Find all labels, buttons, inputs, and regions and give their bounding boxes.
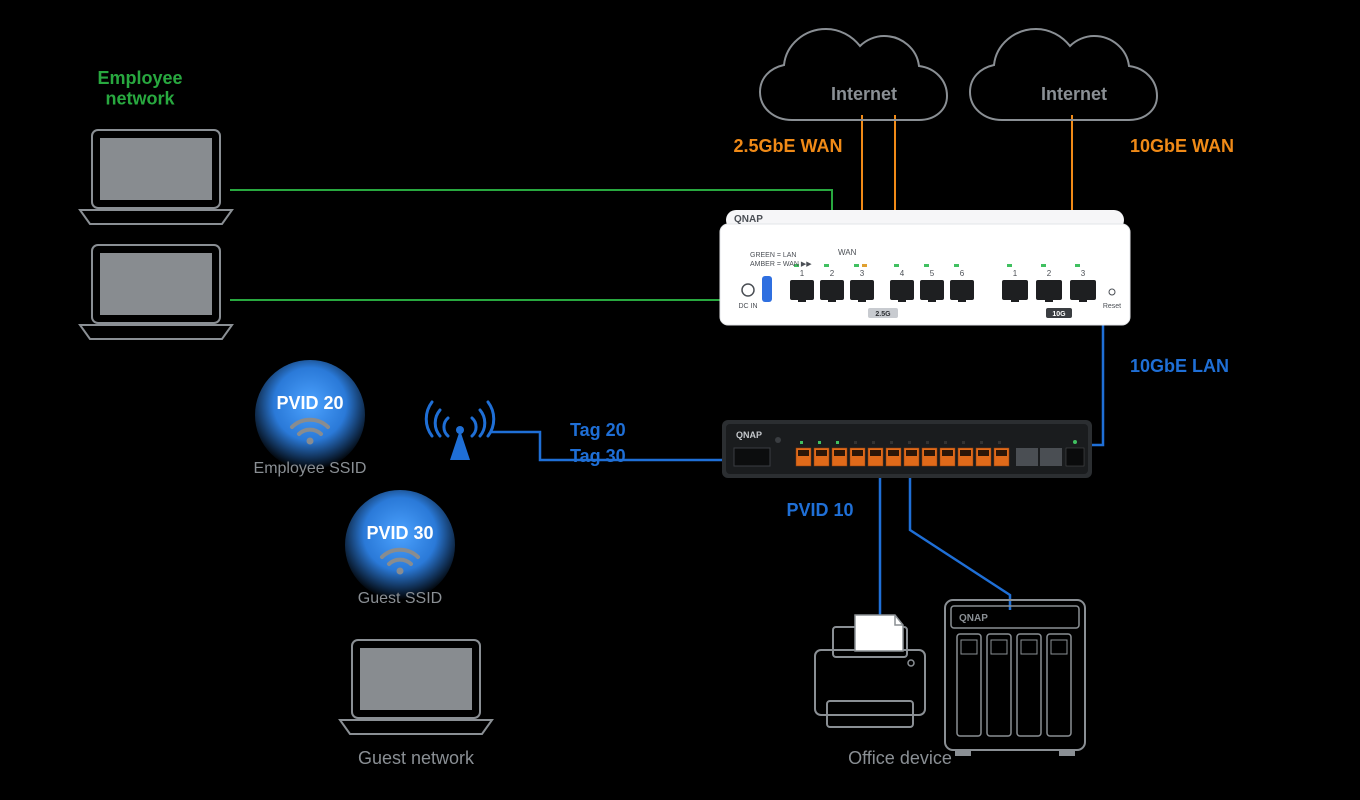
label-guest-network: Guest network xyxy=(358,748,475,768)
managed-switch xyxy=(722,420,1092,478)
label-lan10: 10GbE LAN xyxy=(1130,356,1229,376)
laptop-guest xyxy=(340,640,492,734)
laptop-employee-2 xyxy=(80,245,232,339)
router-10port-3: 3 xyxy=(1081,269,1086,278)
label-tag20: Tag 20 xyxy=(570,420,626,440)
router-port-3: 3 xyxy=(860,269,865,278)
router-wanlbl: WAN xyxy=(838,248,857,257)
router-brand: QNAP xyxy=(734,214,763,225)
label-tag30: Tag 30 xyxy=(570,446,626,466)
router-10port-2: 2 xyxy=(1047,269,1052,278)
ssid-employee xyxy=(255,360,365,470)
router-port-5: 5 xyxy=(930,269,935,278)
cloud-internet-1-label: Internet xyxy=(831,84,897,104)
router-10g-label: 10G xyxy=(1052,311,1066,318)
cloud-internet-2 xyxy=(970,29,1157,120)
label-office-device: Office device xyxy=(848,748,952,768)
router-port-1: 1 xyxy=(800,269,805,278)
router-reset: Reset xyxy=(1103,303,1121,310)
router-port-4: 4 xyxy=(900,269,905,278)
label-pvid10: PVID 10 xyxy=(786,500,853,520)
printer-icon xyxy=(815,615,925,727)
router-dcin: DC IN xyxy=(738,303,757,310)
switch-brand: QNAP xyxy=(736,430,762,440)
router-10port-1: 1 xyxy=(1013,269,1018,278)
ssid-guest xyxy=(345,490,455,600)
ssid-employee-pvid: PVID 20 xyxy=(276,393,343,413)
ssid-guest-ssid: Guest SSID xyxy=(358,590,442,607)
label-employee-network: Employeenetwork xyxy=(97,68,182,109)
router-legend1: GREEN = LAN xyxy=(750,252,797,259)
router-port-2: 2 xyxy=(830,269,835,278)
label-wan25: 2.5GbE WAN xyxy=(733,136,842,156)
cloud-internet-1 xyxy=(760,29,947,120)
link-nas xyxy=(910,470,1010,610)
cloud-internet-2-label: Internet xyxy=(1041,84,1107,104)
ssid-guest-pvid: PVID 30 xyxy=(366,523,433,543)
label-wan10: 10GbE WAN xyxy=(1130,136,1234,156)
router-legend2: AMBER = WAN ▶▶ xyxy=(750,261,812,268)
access-point-icon xyxy=(426,402,494,460)
router-25g-label: 2.5G xyxy=(875,311,891,318)
ssid-employee-ssid: Employee SSID xyxy=(254,460,367,477)
router-port-6: 6 xyxy=(960,269,965,278)
nas-brand: QNAP xyxy=(959,613,988,624)
laptop-employee-1 xyxy=(80,130,232,224)
